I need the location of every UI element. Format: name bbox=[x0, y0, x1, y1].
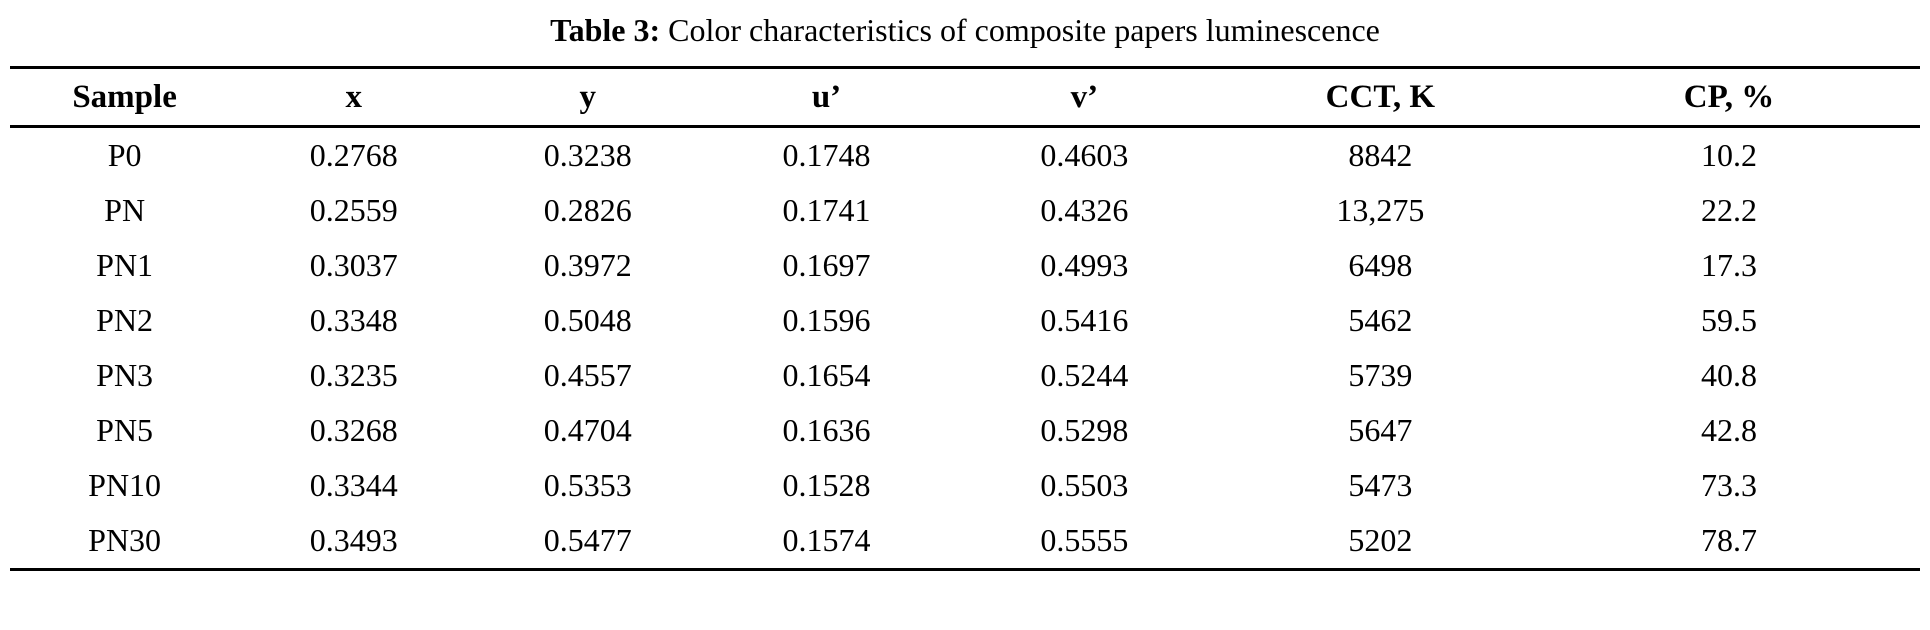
column-header: CP, % bbox=[1537, 67, 1920, 128]
value-cell: 0.4993 bbox=[1040, 247, 1129, 283]
value-cell: 0.1528 bbox=[782, 467, 871, 503]
value-cell: 0.4603 bbox=[1040, 137, 1129, 173]
value-cell: 0.3037 bbox=[309, 247, 398, 283]
value-cell: 0.3493 bbox=[309, 522, 398, 558]
table-body: P0 0.2768 0.3238 0.1748 0.4603 8842 10.2 PN 0.25… bbox=[10, 127, 1920, 570]
value-cell: 0.5555 bbox=[1040, 522, 1129, 558]
color-characteristics-table: Sample x y u’ v’ CCT, K CP, % P0 0.2768 0.3238 0.… bbox=[10, 66, 1920, 571]
value-cell: 0.4704 bbox=[543, 412, 632, 448]
value-cell: 40.8 bbox=[1700, 357, 1757, 393]
sample-cell: P0 bbox=[107, 137, 142, 173]
value-cell: 5473 bbox=[1348, 467, 1413, 503]
table-row: PN30 0.3493 0.5477 0.1574 0.5555 5202 78.7 bbox=[10, 513, 1920, 570]
sample-cell: PN10 bbox=[88, 467, 162, 503]
value-cell: 5647 bbox=[1348, 412, 1413, 448]
value-cell: 0.3235 bbox=[309, 357, 398, 393]
table-row: PN5 0.3268 0.4704 0.1636 0.5298 5647 42.8 bbox=[10, 403, 1920, 458]
table-row: PN2 0.3348 0.5048 0.1596 0.5416 5462 59.5 bbox=[10, 293, 1920, 348]
value-cell: 59.5 bbox=[1700, 302, 1757, 338]
value-cell: 10.2 bbox=[1700, 137, 1757, 173]
table-caption-number: Table 3: bbox=[550, 12, 661, 48]
value-cell: 0.3344 bbox=[309, 467, 398, 503]
value-cell: 0.2768 bbox=[309, 137, 398, 173]
value-cell: 0.4326 bbox=[1040, 192, 1129, 228]
value-cell: 5462 bbox=[1348, 302, 1413, 338]
value-cell: 0.5048 bbox=[543, 302, 632, 338]
value-cell: 0.5244 bbox=[1040, 357, 1129, 393]
value-cell: 0.1596 bbox=[782, 302, 871, 338]
value-cell: 0.1741 bbox=[782, 192, 871, 228]
value-cell: 0.5477 bbox=[543, 522, 632, 558]
column-header: CCT, K bbox=[1222, 67, 1538, 128]
value-cell: 0.1697 bbox=[782, 247, 871, 283]
value-cell: 0.3348 bbox=[309, 302, 398, 338]
table-caption: Table 3: Color characteristics of compos… bbox=[10, 10, 1920, 50]
column-header: v’ bbox=[945, 67, 1223, 128]
column-header: y bbox=[468, 67, 708, 128]
value-cell: 0.5416 bbox=[1040, 302, 1129, 338]
column-header: x bbox=[239, 67, 469, 128]
sample-cell: PN bbox=[104, 192, 146, 228]
table-header-row: Sample x y u’ v’ CCT, K CP, % bbox=[10, 67, 1920, 128]
table-row: PN 0.2559 0.2826 0.1741 0.4326 13,275 22.2 bbox=[10, 183, 1920, 238]
value-cell: 78.7 bbox=[1700, 522, 1757, 558]
value-cell: 0.5503 bbox=[1040, 467, 1129, 503]
table-row: PN10 0.3344 0.5353 0.1528 0.5503 5473 73.3 bbox=[10, 458, 1920, 513]
value-cell: 0.2826 bbox=[543, 192, 632, 228]
column-header: Sample bbox=[10, 67, 240, 128]
value-cell: 0.3972 bbox=[543, 247, 632, 283]
value-cell: 0.3238 bbox=[543, 137, 632, 173]
value-cell: 0.5298 bbox=[1040, 412, 1129, 448]
value-cell: 0.1748 bbox=[782, 137, 871, 173]
value-cell: 0.5353 bbox=[543, 467, 632, 503]
sample-cell: PN5 bbox=[96, 412, 154, 448]
value-cell: 17.3 bbox=[1700, 247, 1757, 283]
sample-cell: PN2 bbox=[96, 302, 154, 338]
value-cell: 0.1574 bbox=[782, 522, 871, 558]
value-cell: 0.1654 bbox=[782, 357, 871, 393]
value-cell: 5739 bbox=[1348, 357, 1413, 393]
column-header: u’ bbox=[707, 67, 946, 128]
value-cell: 73.3 bbox=[1700, 467, 1757, 503]
table-head: Sample x y u’ v’ CCT, K CP, % bbox=[10, 67, 1920, 128]
sample-cell: PN30 bbox=[88, 522, 162, 558]
table-row: PN1 0.3037 0.3972 0.1697 0.4993 6498 17.3 bbox=[10, 238, 1920, 293]
value-cell: 0.2559 bbox=[309, 192, 398, 228]
table-row: P0 0.2768 0.3238 0.1748 0.4603 8842 10.2 bbox=[10, 127, 1920, 184]
value-cell: 0.3268 bbox=[309, 412, 398, 448]
value-cell: 0.1636 bbox=[782, 412, 871, 448]
value-cell: 0.4557 bbox=[543, 357, 632, 393]
table-row: PN3 0.3235 0.4557 0.1654 0.5244 5739 40.8 bbox=[10, 348, 1920, 403]
table-caption-text: Color characteristics of composite paper… bbox=[660, 12, 1380, 48]
value-cell: 22.2 bbox=[1700, 192, 1757, 228]
value-cell: 42.8 bbox=[1700, 412, 1757, 448]
sample-cell: PN1 bbox=[96, 247, 154, 283]
value-cell: 6498 bbox=[1348, 247, 1413, 283]
value-cell: 13,275 bbox=[1336, 192, 1425, 228]
value-cell: 8842 bbox=[1348, 137, 1413, 173]
value-cell: 5202 bbox=[1348, 522, 1413, 558]
sample-cell: PN3 bbox=[96, 357, 154, 393]
